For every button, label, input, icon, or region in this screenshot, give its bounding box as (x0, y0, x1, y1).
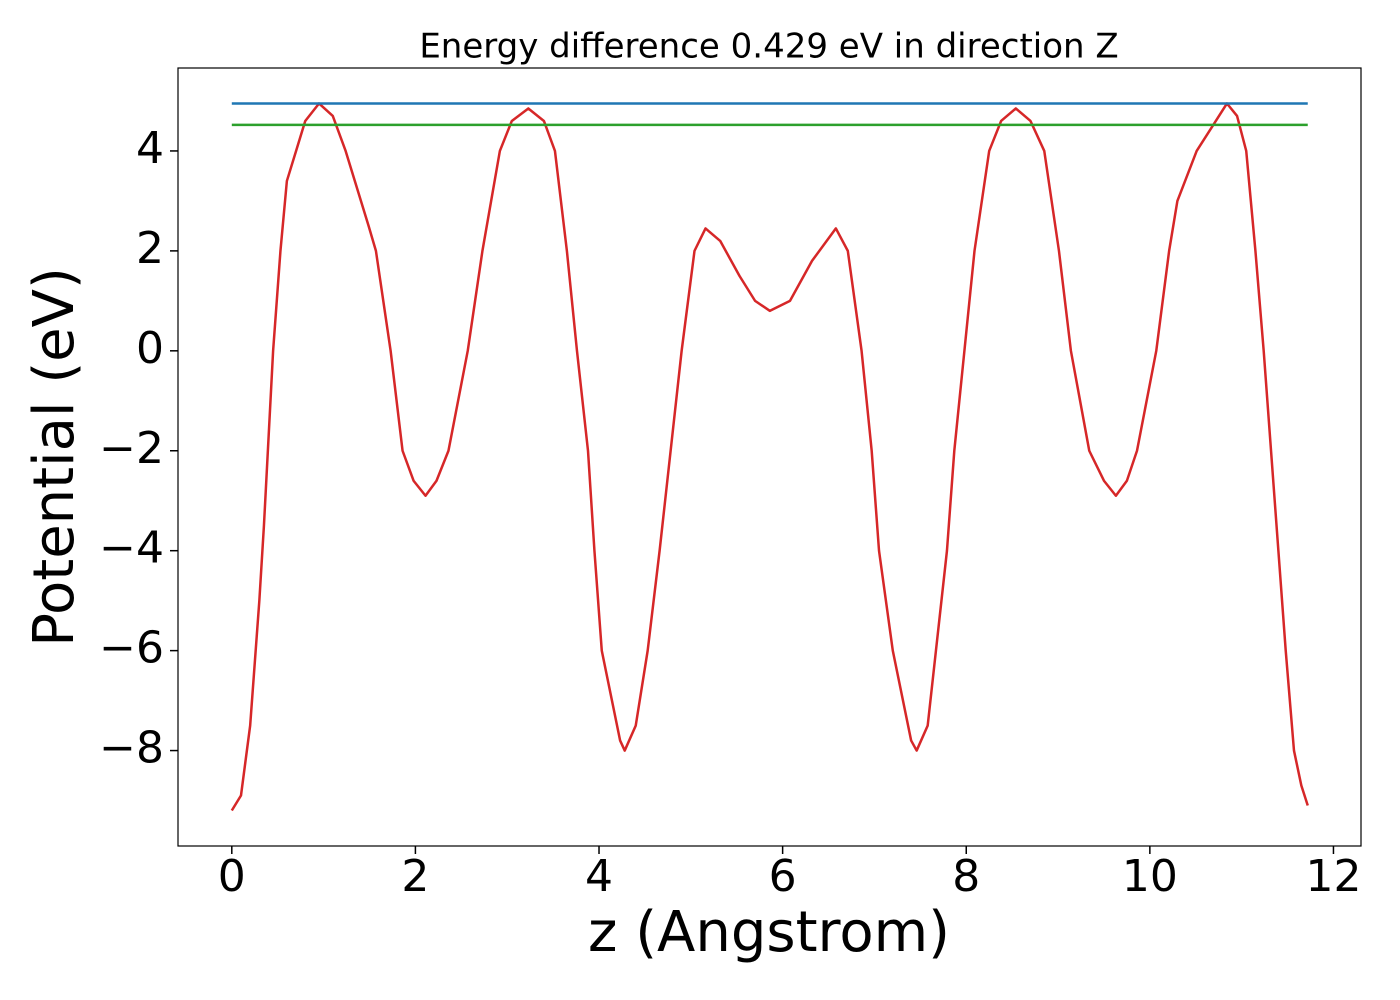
chart-title: Energy difference 0.429 eV in direction … (419, 27, 1118, 67)
y-tick-label: 2 (136, 223, 164, 274)
y-tick-label: 4 (136, 123, 164, 174)
x-tick-label: 4 (585, 851, 613, 902)
x-tick-label: 8 (952, 851, 980, 902)
x-tick-label: 6 (769, 851, 797, 902)
y-tick-label: −2 (99, 423, 164, 474)
y-tick-label: −8 (99, 723, 164, 774)
y-tick-label: −6 (99, 623, 164, 674)
x-tick-label: 2 (401, 851, 429, 902)
x-tick-label: 10 (1122, 851, 1178, 902)
x-tick-label: 12 (1305, 851, 1361, 902)
y-tick-label: 0 (136, 323, 164, 374)
x-axis-label: z (Angstrom) (588, 900, 950, 965)
y-tick-label: −4 (99, 523, 164, 574)
data-line (230, 102, 1309, 812)
plot-frame (177, 67, 1362, 847)
y-axis-label: Potential (eV) (22, 267, 87, 647)
x-tick-label: 0 (218, 851, 246, 902)
